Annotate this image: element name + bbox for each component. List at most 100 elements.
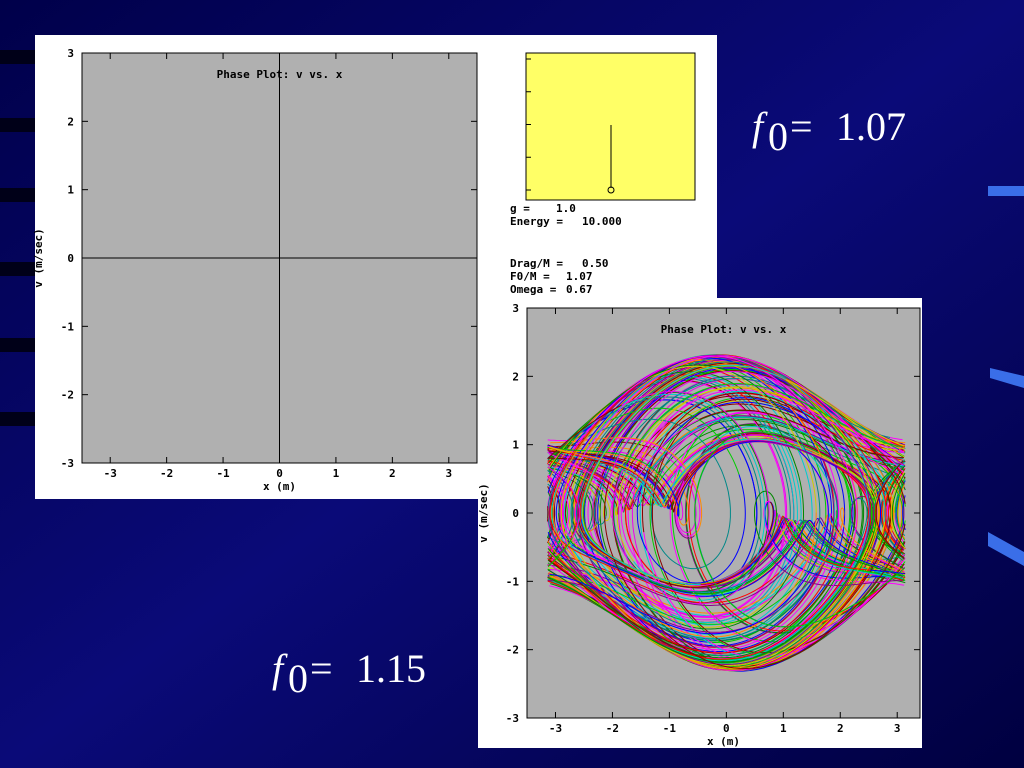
f-value: 1.07 <box>836 104 906 149</box>
y-label: v (m/sec) <box>477 483 490 543</box>
orbit <box>548 449 659 507</box>
pendulum-bob <box>607 186 615 194</box>
x-tick-label: 1 <box>333 467 340 480</box>
y-tick-label: 1 <box>512 439 519 452</box>
x-tick-label: 0 <box>723 722 730 735</box>
y-tick-label: -2 <box>506 644 519 657</box>
x-tick-label: 1 <box>780 722 787 735</box>
orbit <box>688 461 905 632</box>
orbit <box>691 498 868 656</box>
f-sub: 0 <box>768 114 788 159</box>
orbit <box>549 447 619 469</box>
orbit <box>824 543 903 577</box>
orbit <box>589 452 879 666</box>
y-tick-label: -3 <box>61 457 74 470</box>
orbit <box>608 370 904 482</box>
y-tick-label: 3 <box>512 302 519 315</box>
orbit <box>700 515 871 585</box>
orbit <box>863 541 904 569</box>
y-label: v (m/sec) <box>32 228 45 288</box>
param-name: F0/M = <box>510 270 550 283</box>
orbit <box>548 407 740 475</box>
orbit <box>548 450 706 513</box>
x-tick-label: 3 <box>445 467 452 480</box>
orbit <box>891 472 906 547</box>
param-name: Drag/M = <box>510 257 563 270</box>
stripes <box>0 50 40 426</box>
dashes <box>988 186 1024 566</box>
orbit <box>633 416 904 500</box>
param-name: Energy = <box>510 215 563 228</box>
plot-title: Phase Plot: v vs. x <box>661 323 787 336</box>
equals: = <box>790 104 813 149</box>
orbit <box>547 562 551 565</box>
x-tick-label: -1 <box>216 467 230 480</box>
param-value: 1.07 <box>566 270 593 283</box>
orbit <box>898 448 905 453</box>
orbit <box>880 566 906 577</box>
orbit <box>617 438 813 506</box>
orbit <box>548 393 766 601</box>
orbit <box>785 518 906 581</box>
orbit <box>547 506 549 522</box>
param-value: 10.000 <box>582 215 622 228</box>
x-label: x (m) <box>707 735 740 748</box>
f-value: 1.15 <box>356 646 426 691</box>
x-tick-label: -2 <box>606 722 619 735</box>
orbit <box>548 418 700 513</box>
orbit <box>547 446 664 507</box>
orbit <box>547 531 567 562</box>
x-tick-label: -3 <box>549 722 562 735</box>
orbit <box>636 401 810 584</box>
orbit <box>613 520 825 593</box>
orbit <box>548 436 856 654</box>
orbit <box>869 447 906 504</box>
orbit <box>866 460 905 555</box>
y-tick-label: 3 <box>67 47 74 60</box>
orbit <box>897 484 906 540</box>
orbit <box>548 559 707 658</box>
f-sub: 0 <box>288 656 308 701</box>
orbit <box>612 391 770 605</box>
orbit <box>603 481 906 670</box>
orbit <box>600 354 871 666</box>
orbit <box>547 537 573 568</box>
y-tick-label: 2 <box>67 115 74 128</box>
orbit <box>581 364 787 585</box>
y-tick-label: -3 <box>506 712 519 725</box>
orbit <box>785 378 905 447</box>
orbit <box>549 450 829 635</box>
orbit <box>560 408 885 670</box>
orbit <box>561 355 871 565</box>
orbit <box>549 446 668 508</box>
x-tick-label: 0 <box>276 467 283 480</box>
x-tick-label: 2 <box>389 467 396 480</box>
orbit <box>694 430 905 628</box>
orbit <box>549 509 838 625</box>
orbit <box>698 418 905 471</box>
orbit <box>553 355 858 660</box>
param-value: 0.50 <box>582 257 609 270</box>
orbit <box>888 468 906 550</box>
orbit <box>547 558 830 654</box>
x-tick-label: 2 <box>837 722 844 735</box>
orbit <box>894 512 906 545</box>
orbit <box>620 490 777 593</box>
orbit <box>767 553 903 586</box>
y-tick-label: -2 <box>61 389 74 402</box>
orbit <box>650 434 797 533</box>
orbit <box>548 430 699 509</box>
param-name: Omega = <box>510 283 557 296</box>
orbit <box>885 465 906 507</box>
orbit <box>870 459 905 562</box>
orbit <box>547 446 664 479</box>
orbit <box>695 519 881 597</box>
x-tick-label: 3 <box>894 722 901 735</box>
orbit <box>651 398 905 654</box>
x-tick-label: -1 <box>663 722 677 735</box>
y-tick-label: 0 <box>512 507 519 520</box>
orbit <box>547 404 622 460</box>
y-tick-label: -1 <box>61 320 75 333</box>
